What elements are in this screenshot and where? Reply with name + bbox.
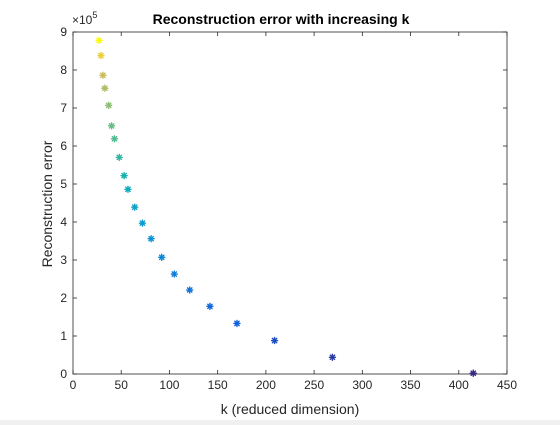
y-tick-label: 0 [60, 367, 67, 381]
x-tick-label: 0 [70, 378, 77, 392]
data-point [138, 219, 147, 227]
data-point [131, 203, 139, 211]
plot-area-box [72, 31, 508, 375]
x-tick-label: 300 [352, 378, 372, 392]
y-axis-exponent-power: 5 [92, 10, 97, 20]
data-point [328, 353, 337, 361]
data-point [469, 369, 477, 377]
y-tick-label: 2 [60, 291, 67, 305]
data-point [107, 122, 116, 130]
x-tick-label: 400 [449, 378, 469, 392]
y-tick-label: 3 [60, 253, 67, 267]
data-point [270, 336, 279, 345]
data-point [110, 135, 119, 143]
x-tick-label: 450 [497, 378, 517, 392]
data-point [101, 84, 109, 92]
y-axis-title: Reconstruction error [39, 140, 55, 267]
data-point [124, 185, 132, 194]
x-tick-label: 350 [401, 378, 421, 392]
data-point [104, 101, 113, 110]
x-tick-label: 250 [304, 378, 324, 392]
data-point [158, 253, 166, 262]
x-tick-label: 150 [208, 378, 228, 392]
data-point [170, 270, 178, 278]
data-point [147, 235, 155, 243]
chart-title: Reconstruction error with increasing k [153, 11, 410, 27]
y-axis-exponent-base: ×10 [72, 13, 93, 27]
x-tick-label: 100 [159, 378, 179, 392]
x-tick-label: 200 [256, 378, 276, 392]
data-point [233, 319, 241, 328]
y-axis-exponent: ×105 [72, 10, 97, 27]
y-tick-label: 7 [60, 101, 67, 115]
x-axis-title: k (reduced dimension) [221, 401, 360, 417]
y-tick-label: 9 [60, 25, 67, 39]
x-tick-label: 50 [115, 378, 129, 392]
data-point [97, 51, 105, 60]
data-point [206, 302, 214, 311]
y-tick-label: 8 [60, 63, 67, 77]
y-tick-label: 4 [60, 215, 67, 229]
data-point [95, 36, 103, 45]
data-point [99, 71, 107, 80]
y-tick-label: 5 [60, 177, 67, 191]
y-tick-label: 6 [60, 139, 67, 153]
data-point [120, 171, 128, 180]
data-point [185, 286, 194, 294]
data-point [115, 153, 123, 162]
y-tick-label: 1 [60, 329, 67, 343]
